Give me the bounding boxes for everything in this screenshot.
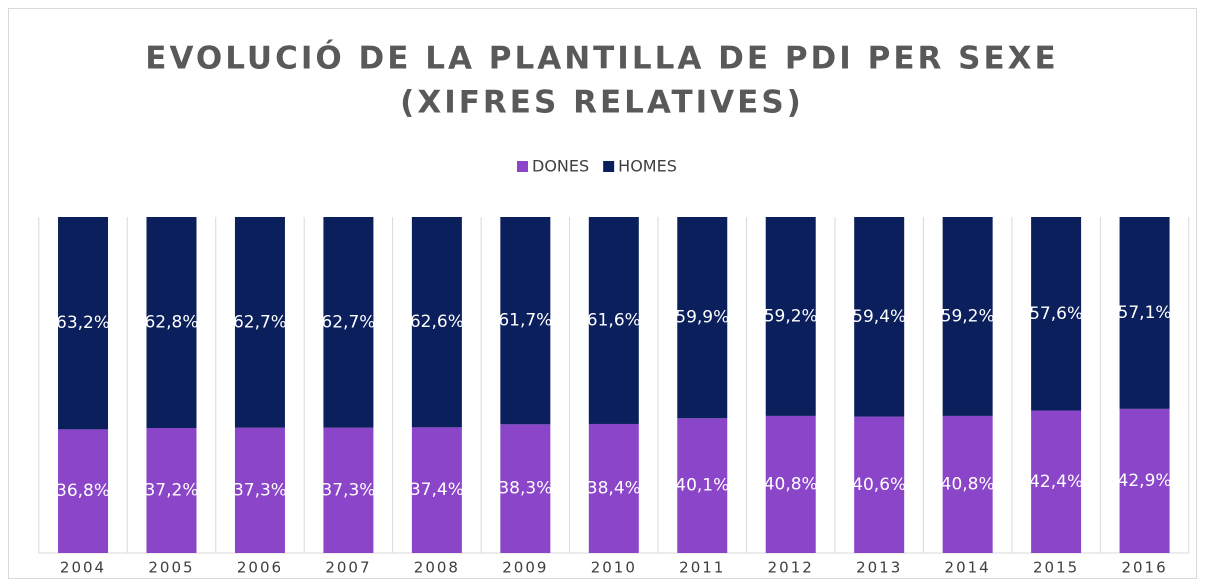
chart-title: (XIFRES RELATIVES)	[400, 85, 804, 121]
x-tick-label: 2009	[502, 559, 548, 577]
bar-segment	[765, 415, 816, 553]
value-label: 37,3%	[321, 480, 375, 500]
x-tick-label: 2004	[60, 559, 106, 577]
value-label: 37,2%	[144, 481, 198, 501]
value-label: 61,7%	[498, 311, 552, 331]
x-tick-label: 2013	[856, 559, 902, 577]
value-label: 63,2%	[56, 313, 110, 333]
x-tick-label: 2008	[414, 559, 460, 577]
value-label: 62,7%	[321, 312, 375, 332]
x-tick-label: 2005	[148, 559, 194, 577]
bar-segment	[942, 415, 993, 553]
bar-segment	[854, 217, 905, 417]
x-tick-label: 2011	[679, 559, 725, 577]
value-label: 40,8%	[764, 474, 818, 494]
bar-segment	[1031, 410, 1082, 553]
bar-segment	[500, 217, 551, 425]
value-label: 57,1%	[1118, 303, 1172, 323]
bar-segment	[146, 428, 197, 553]
value-label: 37,3%	[233, 480, 287, 500]
bar-segment	[58, 217, 109, 430]
value-label: 62,8%	[144, 313, 198, 333]
value-label: 40,8%	[941, 474, 995, 494]
value-label: 57,6%	[1029, 304, 1083, 324]
x-tick-label: 2010	[591, 559, 637, 577]
value-label: 59,4%	[852, 307, 906, 327]
bar-segment	[500, 424, 551, 553]
bar-segment	[854, 416, 905, 553]
bar-segment	[942, 217, 993, 416]
x-tick-label: 2007	[325, 559, 371, 577]
bar-segment	[1119, 217, 1170, 409]
value-label: 38,3%	[498, 479, 552, 499]
value-label: 59,2%	[941, 306, 995, 326]
bar-segment	[234, 427, 285, 553]
legend-swatch	[603, 161, 615, 172]
x-tick-label: 2012	[768, 559, 814, 577]
value-label: 38,4%	[587, 478, 641, 498]
bar-segment	[411, 217, 462, 428]
bar-segment	[323, 217, 374, 428]
bar-segment	[58, 429, 109, 553]
bar-segment	[234, 217, 285, 428]
bar-segment	[146, 217, 197, 429]
x-tick-label: 2014	[945, 559, 991, 577]
x-tick-label: 2016	[1121, 559, 1167, 577]
bar-segment	[1031, 217, 1082, 411]
value-label: 36,8%	[56, 481, 110, 501]
value-label: 42,4%	[1029, 472, 1083, 492]
value-label: 42,9%	[1118, 471, 1172, 491]
value-label: 62,6%	[410, 312, 464, 332]
value-label: 40,6%	[852, 475, 906, 495]
bar-segment	[411, 427, 462, 553]
chart-title: EVOLUCIÓ DE LA PLANTILLA DE PDI PER SEXE	[145, 40, 1058, 77]
bar-segment	[323, 427, 374, 553]
x-tick-label: 2006	[237, 559, 283, 577]
legend-label: DONES	[532, 157, 589, 176]
value-label: 40,1%	[675, 476, 729, 496]
bar-segment	[677, 418, 728, 553]
value-label: 61,6%	[587, 310, 641, 330]
x-tick-label: 2015	[1033, 559, 1079, 577]
value-label: 59,2%	[764, 306, 818, 326]
bar-segment	[588, 217, 639, 424]
legend-swatch	[517, 161, 528, 172]
value-label: 62,7%	[233, 312, 287, 332]
bar-segment	[765, 217, 816, 416]
bar-segment	[1119, 408, 1170, 553]
legend-label: HOMES	[618, 157, 677, 176]
bar-segment	[588, 423, 639, 553]
bar-segment	[677, 217, 728, 419]
value-label: 59,9%	[675, 308, 729, 328]
value-label: 37,4%	[410, 480, 464, 500]
